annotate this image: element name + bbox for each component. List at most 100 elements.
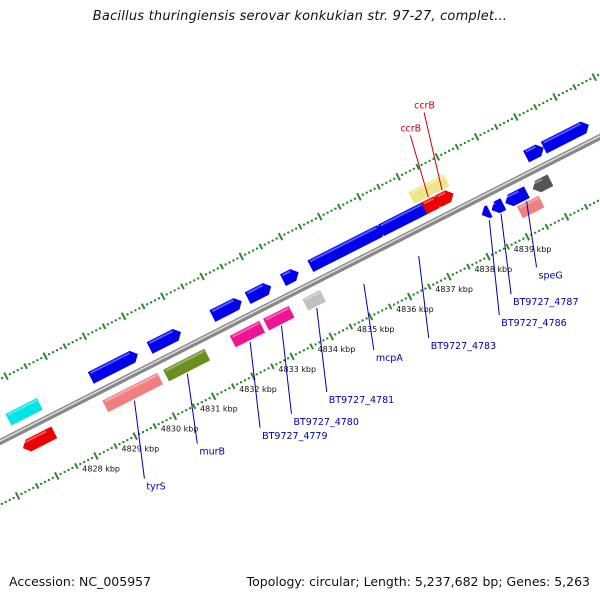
tick-dot [537, 229, 541, 232]
tick-dot [482, 257, 486, 260]
tick-dot [75, 339, 78, 342]
tick-dot [153, 299, 157, 302]
tick-dot [553, 221, 556, 225]
gene-feature [434, 190, 454, 208]
label-leader [316, 307, 328, 392]
tick-dot [412, 293, 415, 296]
tick-label: 4832 kbp [239, 385, 277, 394]
tick-dot [491, 127, 494, 131]
tick-mark [356, 192, 362, 201]
tick-dot [224, 263, 227, 266]
tick-dot [275, 237, 278, 240]
gene-label: BT9727_4780 [293, 417, 358, 428]
tick-dot [193, 279, 196, 282]
gene-label: murB [199, 447, 225, 458]
tick-dot [98, 327, 102, 330]
tick-dot [24, 490, 27, 494]
tick-dot [514, 241, 517, 244]
tick-dot [471, 137, 474, 141]
tick-dot [302, 223, 306, 226]
tick-dot [530, 107, 533, 111]
tick-dot [12, 496, 15, 500]
tick-dot [82, 460, 86, 464]
tick-dot [361, 319, 364, 322]
tick-dot [32, 360, 35, 364]
tick-dot [428, 159, 431, 163]
tick-dot [416, 291, 419, 294]
tick-dot [86, 458, 90, 462]
tick-dot [282, 359, 286, 362]
tick-mark [171, 412, 178, 421]
gene-feature [87, 350, 138, 384]
tick-dot [459, 143, 463, 147]
tick-dot [538, 103, 541, 107]
tick-dot [145, 428, 149, 432]
gene-feature [244, 283, 272, 304]
tick-dot [39, 482, 43, 486]
tick-dot [565, 89, 568, 93]
gene-feature [5, 398, 43, 426]
tick-dot [330, 209, 333, 212]
gene-label: ccrB [400, 123, 421, 134]
tick-dot [306, 347, 309, 350]
tick-dot [522, 111, 525, 115]
tick-dot [244, 253, 247, 256]
tick-label: 4833 kbp [278, 365, 316, 374]
tick-dot [592, 201, 596, 205]
tick-mark [513, 112, 519, 122]
tick-dot [134, 309, 137, 312]
tick-dot [130, 311, 133, 314]
tick-mark [141, 303, 146, 310]
tick-dot [185, 283, 188, 286]
tick-mark [427, 283, 432, 290]
gene-feature [307, 225, 385, 273]
tick-dot [94, 329, 98, 332]
tick-dot [243, 379, 247, 382]
label-leader [409, 135, 429, 198]
tick-dot [467, 139, 470, 143]
tick-dot [322, 213, 325, 216]
tick-dot [263, 369, 266, 372]
tick-dot [345, 201, 349, 204]
tick-dot [67, 468, 70, 472]
tick-dot [314, 343, 317, 346]
tick-dot [432, 283, 435, 286]
tick-mark [191, 403, 197, 410]
tick-mark [132, 432, 138, 441]
tick-dot [239, 381, 243, 384]
tick-dot [545, 99, 549, 103]
tick-dot [267, 241, 270, 244]
label-leader [186, 373, 198, 444]
tick-mark [348, 323, 354, 330]
tick-mark [415, 163, 421, 170]
tick-dot [483, 131, 486, 135]
tick-dot [263, 243, 267, 246]
gene-label: BT9727_4786 [501, 318, 566, 329]
tick-dot [589, 77, 592, 81]
tick-dot [373, 187, 376, 190]
tick-dot [212, 269, 216, 272]
tick-dot [177, 412, 180, 416]
gene-label: ccrB [414, 100, 435, 111]
tick-dot [294, 227, 298, 230]
gene-feature [22, 426, 58, 452]
tick-mark [3, 372, 9, 381]
gene-feature [504, 186, 530, 207]
accession-label: Accession: NC_005957 [9, 574, 152, 589]
tick-dot [71, 466, 74, 470]
tick-dot [561, 217, 564, 221]
tick-dot [43, 480, 47, 484]
tick-dot [141, 430, 145, 434]
tick-dot [585, 79, 588, 83]
tick-mark [524, 232, 531, 241]
tick-mark [277, 232, 284, 241]
tick-dot [498, 249, 502, 252]
gene-feature [490, 198, 507, 214]
tick-mark [14, 491, 21, 500]
tick-mark [309, 343, 314, 350]
tick-label: 4835 kbp [357, 325, 395, 334]
tick-dot [361, 193, 365, 196]
tick-mark [62, 343, 68, 350]
tick-dot [16, 368, 19, 372]
